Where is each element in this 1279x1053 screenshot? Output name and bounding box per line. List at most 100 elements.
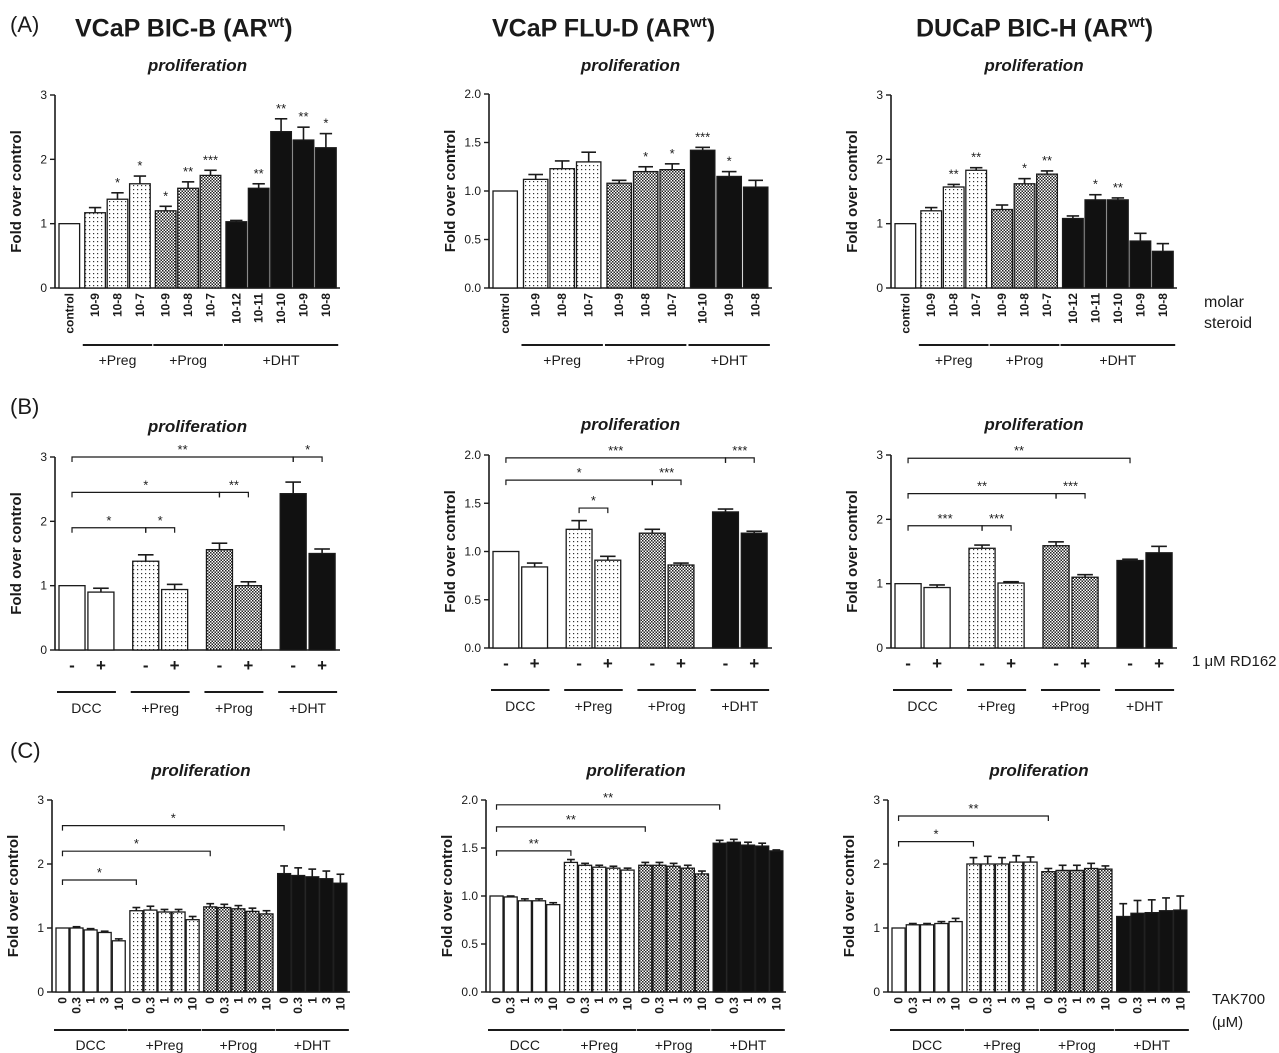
a2-bar xyxy=(632,170,659,289)
b1-bar xyxy=(308,552,336,651)
c1-bar xyxy=(157,911,172,993)
a2-bar xyxy=(575,161,602,289)
b2-bracket xyxy=(578,507,609,514)
a3-bar xyxy=(894,223,917,289)
a3-xtick-label: control xyxy=(898,293,912,334)
b3-xtick-label: - xyxy=(905,654,911,673)
c3-xtick-label: 0 xyxy=(1041,997,1055,1004)
a2-ytick-label: 1.0 xyxy=(464,184,481,198)
b2-xtick-label: + xyxy=(749,654,759,673)
b1-bracket-label: * xyxy=(106,513,111,528)
c2-ytick-label: 1.5 xyxy=(461,841,478,855)
c3-bar xyxy=(1144,911,1159,993)
a3-bar xyxy=(965,169,988,289)
c2-group-label: +Prog xyxy=(655,1037,693,1053)
a3-significance: ** xyxy=(1113,180,1123,195)
c1-ylabel: Fold over control xyxy=(5,835,22,958)
c3-bar xyxy=(1069,869,1085,993)
a3-bar xyxy=(1106,199,1129,289)
a1-xtick-label: 10-8 xyxy=(319,293,333,317)
c3-xtick-label: 10 xyxy=(1024,997,1038,1011)
a3-ytick-label: 2 xyxy=(876,152,883,166)
c2-xtick-label: 0 xyxy=(713,997,727,1004)
b1-group-label: +Prog xyxy=(215,700,253,716)
a3-group-label: +DHT xyxy=(1099,352,1136,368)
a2-significance: * xyxy=(643,149,648,164)
b1-ytick-label: 2 xyxy=(40,514,47,528)
c1-bar xyxy=(129,910,144,993)
a1-xtick-label: 10-10 xyxy=(274,293,288,324)
b3-bar xyxy=(1071,576,1099,649)
b2-bar xyxy=(492,550,520,649)
c1-xtick-label: 0.3 xyxy=(217,997,231,1014)
c3-xtick-label: 0.3 xyxy=(1131,997,1145,1014)
a2-ytick-label: 1.5 xyxy=(464,136,481,150)
a3-xtick-label: 10-9 xyxy=(995,293,1009,317)
b3-bracket-label: *** xyxy=(989,511,1004,526)
c3-xtick-label: 3 xyxy=(1084,997,1098,1004)
c2-xtick-label: 0.3 xyxy=(578,997,592,1014)
a3-bar xyxy=(991,208,1014,289)
a2-significance: *** xyxy=(695,129,710,144)
b2-bracket-label: *** xyxy=(659,465,674,480)
c1-xtick-label: 0 xyxy=(203,997,217,1004)
a1-xtick-label: 10-7 xyxy=(133,293,147,317)
a1-bar xyxy=(177,187,200,289)
c2-bracket-label: ** xyxy=(603,790,613,805)
a3-xtick-label: 10-12 xyxy=(1066,293,1080,324)
c2-xtick-label: 1 xyxy=(592,997,606,1004)
a3-xtick-label: 10-7 xyxy=(1040,293,1054,317)
c2-ytick-label: 0.5 xyxy=(461,937,478,951)
a1-bar xyxy=(58,223,81,289)
a2-xtick-label: 10-8 xyxy=(639,293,653,317)
c1-xtick-label: 10 xyxy=(260,997,274,1011)
b1-bracket-label: ** xyxy=(229,477,239,492)
c3-bar xyxy=(1023,861,1038,993)
c3-bracket xyxy=(897,841,975,847)
c3-title: proliferation xyxy=(988,761,1088,780)
b1-xtick-label: - xyxy=(217,656,223,675)
c2-bar xyxy=(740,844,756,993)
b2-bracket-label: * xyxy=(577,465,582,480)
b1-bracket-label: ** xyxy=(178,442,188,457)
b3-bracket-label: *** xyxy=(937,511,952,526)
a3-bar xyxy=(1129,240,1152,289)
a3-ytick-label: 0 xyxy=(876,281,883,295)
a1-significance: * xyxy=(115,175,120,190)
a2-bar xyxy=(716,175,743,289)
a1-significance: ** xyxy=(276,101,286,116)
a3-ylabel: Fold over control xyxy=(844,130,861,253)
c3-xtick-label: 10 xyxy=(1173,997,1187,1011)
c2-xtick-label: 0 xyxy=(638,997,652,1004)
c1-xtick-label: 1 xyxy=(157,997,171,1004)
b1-group-label: +DHT xyxy=(289,700,326,716)
c2-bar xyxy=(712,842,727,993)
c1-bracket-label: * xyxy=(171,811,176,826)
c1-ytick-label: 0 xyxy=(37,985,44,999)
column-title-ducap-bic-h: DUCaP BIC-H (ARwt) xyxy=(916,14,1154,43)
c3-group-label: DCC xyxy=(912,1037,942,1053)
a2-group-label: +DHT xyxy=(711,352,748,368)
a3-ytick-label: 1 xyxy=(876,217,883,231)
a3-bar xyxy=(1036,173,1059,289)
a1-xtick-label: 10-9 xyxy=(88,293,102,317)
b1-ylabel: Fold over control xyxy=(8,492,25,615)
c2-ylabel: Fold over control xyxy=(439,835,456,958)
a1-bar xyxy=(154,210,177,289)
b1-ytick-label: 1 xyxy=(40,579,47,593)
b3-bar xyxy=(1042,545,1070,649)
a2-xtick-label: 10-8 xyxy=(555,293,569,317)
c1-xtick-label: 3 xyxy=(172,997,186,1004)
c1-bar xyxy=(245,910,260,993)
b2-bracket-label: * xyxy=(591,493,596,508)
b1-bar xyxy=(234,585,263,651)
b2-bracket-label: *** xyxy=(608,443,623,458)
b3-xtick-label: + xyxy=(1080,654,1090,673)
a2-ytick-label: 0.0 xyxy=(464,281,481,295)
a2-bar xyxy=(659,169,686,289)
a2-bar xyxy=(492,190,519,289)
b1-xtick-label: - xyxy=(69,656,75,675)
b2-group-label: DCC xyxy=(505,698,535,714)
b2-ytick-label: 0.0 xyxy=(464,641,481,655)
c1-group-label: +DHT xyxy=(294,1037,331,1053)
